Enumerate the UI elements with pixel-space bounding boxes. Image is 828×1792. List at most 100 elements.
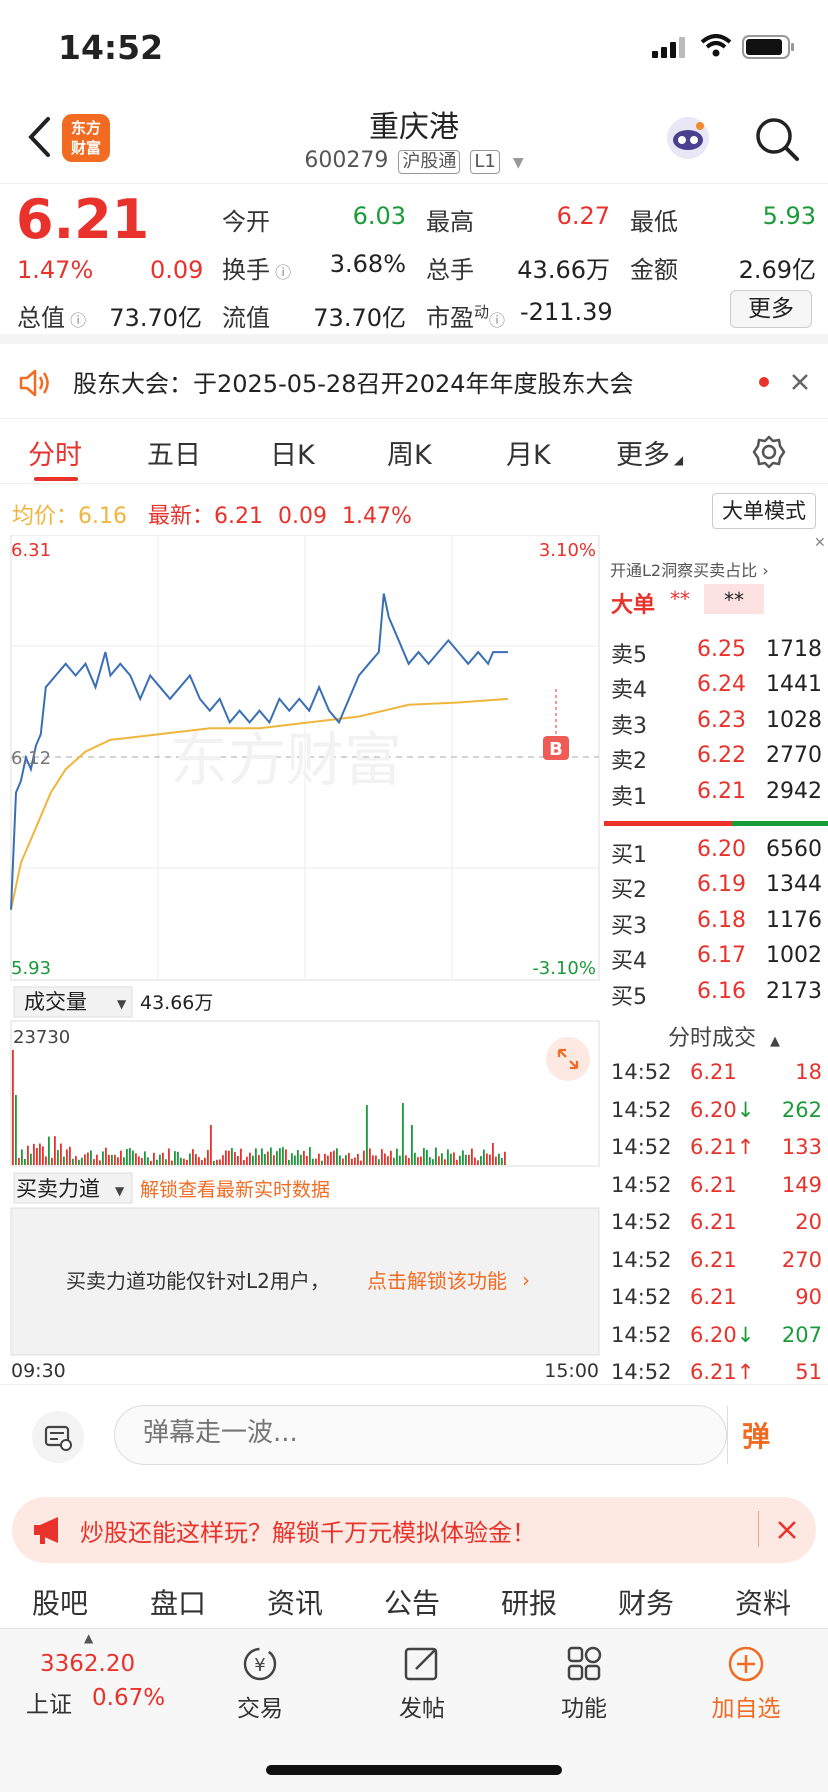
l2-promo[interactable]: 开通L2洞察买卖占比 › (610, 561, 769, 580)
open-label: 今开 (222, 208, 270, 236)
volume-bar (372, 1155, 374, 1165)
tab-research[interactable]: 研报 (501, 1587, 558, 1620)
tab-five-day[interactable]: 五日 (147, 440, 201, 471)
trade-time: 14:52 (611, 1285, 672, 1309)
active-tab-indicator (34, 477, 78, 481)
trades-title[interactable]: 分时成交 ▲ (668, 1026, 781, 1051)
pe-label: 市盈动ⓘ (426, 303, 506, 332)
nav-add-watchlist[interactable]: 加自选 (691, 1645, 801, 1723)
volume-bar (252, 1155, 254, 1165)
bid-row-2[interactable]: 买2 6.19 1344 (611, 872, 822, 903)
volume-bar (285, 1149, 287, 1165)
nav-functions-label: 功能 (561, 1696, 607, 1722)
volume-bar (51, 1157, 53, 1165)
volume-bar (216, 1159, 218, 1165)
more-quote-button[interactable]: 更多 (730, 290, 812, 328)
close-icon[interactable] (790, 372, 810, 392)
volume-bar (123, 1157, 125, 1165)
volume-bar (342, 1158, 344, 1165)
tab-news[interactable]: 资讯 (267, 1587, 324, 1620)
bid-row-1[interactable]: 买1 6.20 6560 (611, 837, 822, 868)
volume-bar (324, 1153, 326, 1165)
trade-time: 14:52 (611, 1097, 672, 1122)
bid-row-3[interactable]: 买3 6.18 1176 (611, 908, 822, 939)
force-selector-box (13, 1172, 133, 1204)
tab-announcements[interactable]: 公告 (384, 1587, 441, 1620)
content-tabs: 股吧 盘口 资讯 公告 研报 财务 资料 (0, 1570, 828, 1628)
chevron-right-icon: › (522, 1268, 530, 1292)
big-order-mode-button[interactable]: 大单模式 (712, 493, 816, 529)
nav-trade[interactable]: ¥ 交易 (205, 1645, 315, 1723)
volume-bar (483, 1149, 485, 1165)
promo-banner[interactable]: 炒股还能这样玩？解锁千万元模拟体验金！ (12, 1497, 816, 1563)
bid-row-5[interactable]: 买5 6.16 2173 (611, 979, 822, 1010)
volume-bar (228, 1150, 230, 1165)
caret-down-icon[interactable]: ▼ (512, 155, 524, 171)
volume-bar (309, 1147, 311, 1165)
close-promo-icon[interactable] (776, 1519, 798, 1541)
tab-guba[interactable]: 股吧 (32, 1587, 89, 1620)
tab-finance[interactable]: 财务 (618, 1587, 675, 1620)
volume-bar (327, 1155, 329, 1165)
robot-assistant-icon[interactable] (664, 114, 712, 162)
danmaku-settings-icon[interactable] (30, 1409, 86, 1465)
latest-percent: 1.47% (341, 504, 412, 529)
danmaku-input[interactable] (143, 1418, 703, 1448)
danmaku-input-box[interactable] (114, 1405, 728, 1465)
trade-time: 14:52 (611, 1247, 672, 1272)
intraday-summary: 均价：6.16 最新：6.21 0.09 1.47% (12, 498, 412, 530)
tab-daily-k[interactable]: 日K (270, 440, 315, 471)
trade-volume: 18 (795, 1060, 822, 1084)
input-divider (727, 1406, 728, 1464)
volume-bar (36, 1148, 38, 1165)
megaphone-icon (34, 1517, 58, 1544)
volume-bar (84, 1154, 86, 1165)
volume-bar (138, 1156, 140, 1165)
ask-row-1[interactable]: 卖1 6.21 2942 (611, 779, 822, 810)
bid-row-4[interactable]: 买4 6.17 1002 (611, 943, 822, 974)
volume-bar (72, 1158, 74, 1165)
tab-pankou[interactable]: 盘口 (150, 1587, 207, 1620)
search-icon[interactable] (754, 116, 800, 162)
amount-label: 金额 (630, 256, 678, 284)
volume-bar (450, 1153, 452, 1165)
volume-bar (24, 1158, 26, 1165)
promo-divider (758, 1511, 759, 1547)
nav-post[interactable]: 发帖 (367, 1645, 477, 1723)
volume-bar (69, 1146, 71, 1165)
force-unlock-text: 解锁查看最新实时数据 (140, 1179, 330, 1201)
logo-text-line1: 东方 (70, 119, 101, 137)
volume-bar (75, 1156, 77, 1165)
ask-row-4[interactable]: 卖4 6.24 1441 (611, 672, 822, 703)
tab-profile[interactable]: 资料 (735, 1587, 792, 1620)
tab-intraday[interactable]: 分时 (28, 440, 82, 471)
add-circle-icon (728, 1646, 764, 1682)
level-tag[interactable]: L1 (470, 150, 500, 174)
force-unlock-link: 点击解锁该功能 (367, 1269, 507, 1293)
volume-bar (87, 1152, 89, 1165)
tab-monthly-k[interactable]: 月K (506, 440, 551, 471)
nav-functions[interactable]: 功能 (529, 1645, 639, 1723)
post-edit-icon (404, 1647, 438, 1681)
speaker-icon (19, 369, 49, 397)
notice-bar[interactable]: 股东大会：于2025-05-28召开2024年年度股东大会 (0, 352, 828, 412)
volume-bar (66, 1149, 68, 1165)
tab-weekly-k[interactable]: 周K (387, 440, 432, 471)
intraday-chart[interactable]: 东方财富 B 6.31 6.12 5.93 3.10% -3.10% 成交量 ▼… (0, 535, 602, 1385)
settings-gear-icon[interactable] (752, 435, 786, 469)
ask-row-3[interactable]: 卖3 6.23 1028 (611, 708, 822, 739)
index-value[interactable]: 3362.20 (40, 1651, 136, 1677)
volume-bar (132, 1150, 134, 1165)
index-name: 上证 (26, 1692, 72, 1718)
close-l2-icon[interactable]: ✕ (814, 535, 826, 551)
send-danmaku-button[interactable]: 弹 (742, 1420, 771, 1453)
volume-bar (351, 1158, 353, 1165)
volume-bar (144, 1151, 146, 1165)
volume-bar (459, 1155, 461, 1165)
ask-row-2[interactable]: 卖2 6.22 2770 (611, 743, 822, 774)
ask-row-5[interactable]: 卖5 6.25 1718 (611, 637, 822, 668)
volume-bar (141, 1157, 143, 1165)
tab-more[interactable]: 更多 ◢ (616, 440, 684, 471)
volume-bar (336, 1148, 338, 1165)
back-icon[interactable] (26, 116, 52, 158)
